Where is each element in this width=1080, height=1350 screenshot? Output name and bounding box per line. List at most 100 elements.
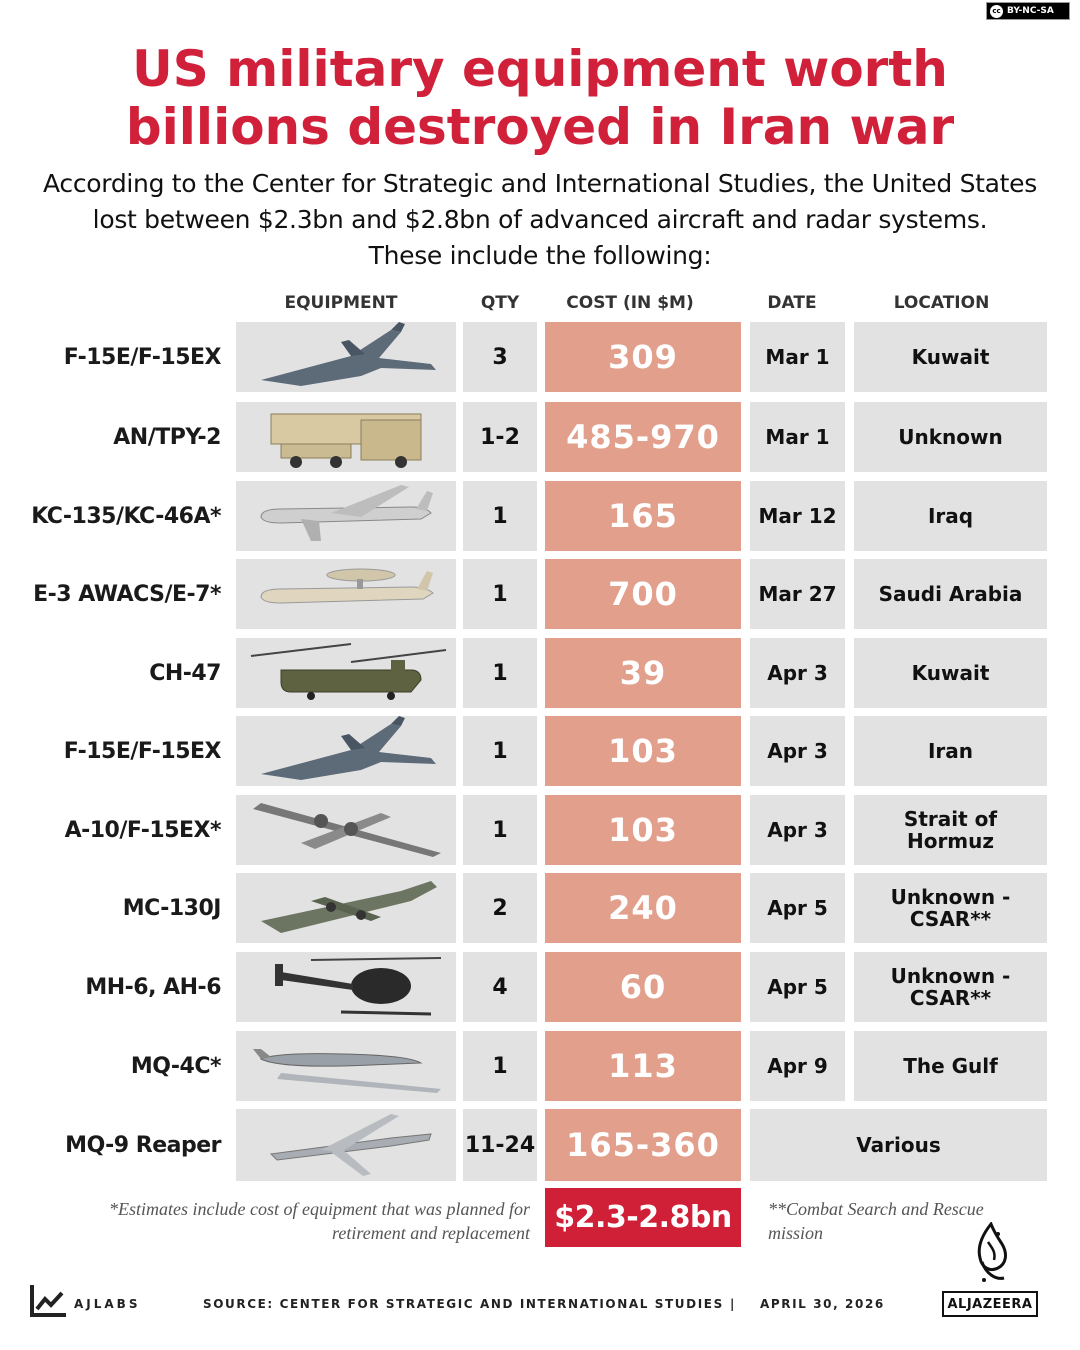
header-location: LOCATION <box>893 293 990 313</box>
footnote-estimates: *Estimates include cost of equipment tha… <box>109 1199 530 1243</box>
license-label: BY-NC-SA <box>1007 6 1054 16</box>
quantity-cell: 11-24 <box>463 1109 537 1181</box>
table-row: F-15E/F-15EX 3 309 Mar 1 Kuwait <box>0 322 1080 392</box>
title-line-2: billions destroyed in Iran war <box>125 98 955 156</box>
table-row: MQ-4C* 1 113 Apr 9 The Gulf <box>0 1031 1080 1101</box>
location-cell: Iran <box>854 716 1047 786</box>
date-cell: Mar 27 <box>750 559 845 629</box>
cost-cell: 103 <box>545 795 741 865</box>
footnote-csar: **Combat Search and Rescue mission <box>768 1199 984 1243</box>
equipment-image <box>236 559 456 629</box>
equipment-image <box>236 795 456 865</box>
tanker-aircraft-icon <box>241 481 451 551</box>
radar-trailer-icon <box>241 402 451 472</box>
equipment-image <box>236 952 456 1022</box>
table-row: F-15E/F-15EX 1 103 Apr 3 Iran <box>0 716 1080 786</box>
subtitle-line-2: lost between $2.3bn and $2.8bn of advanc… <box>92 205 988 234</box>
subtitle-line-3: These include the following: <box>368 241 712 270</box>
equipment-name: F-15E/F-15EX <box>63 344 222 370</box>
awacs-aircraft-icon <box>241 559 451 629</box>
equipment-name: CH-47 <box>149 660 221 686</box>
quantity-cell: 1 <box>463 1031 537 1101</box>
title-line-1: US military equipment worth <box>132 40 948 98</box>
aljazeera-wordmark: ALJAZEERA <box>942 1291 1038 1317</box>
surveillance-drone-icon <box>241 1031 451 1101</box>
table-row: AN/TPY-2 1-2 485-970 Mar 1 Unknown <box>0 402 1080 472</box>
header-equipment: EQUIPMENT <box>284 293 398 313</box>
equipment-image <box>236 481 456 551</box>
date-cell: Apr 3 <box>750 638 845 708</box>
quantity-cell: 1 <box>463 481 537 551</box>
table-row: E-3 AWACS/E-7* 1 700 Mar 27 Saudi Arabia <box>0 559 1080 629</box>
header-qty: QTY <box>480 293 520 313</box>
date-cell: Apr 5 <box>750 952 845 1022</box>
cost-cell: 39 <box>545 638 741 708</box>
location-cell: Saudi Arabia <box>854 559 1047 629</box>
publication-date: APRIL 30, 2026 <box>760 1297 885 1311</box>
quantity-cell: 1 <box>463 559 537 629</box>
page-title: US military equipment worth billions des… <box>0 40 1080 156</box>
date-cell: Mar 1 <box>750 402 845 472</box>
equipment-name: MH-6, AH-6 <box>85 974 221 1000</box>
table-row: MQ-9 Reaper 11-24 165-360 Various <box>0 1109 1080 1181</box>
creative-commons-icon: cc <box>990 4 1003 18</box>
source-credit: SOURCE: CENTER FOR STRATEGIC AND INTERNA… <box>203 1297 724 1311</box>
cost-cell: 165 <box>545 481 741 551</box>
table-row: MH-6, AH-6 4 60 Apr 5 Unknown - CSAR** <box>0 952 1080 1022</box>
cost-cell: 60 <box>545 952 741 1022</box>
quantity-cell: 1-2 <box>463 402 537 472</box>
location-cell: Unknown - CSAR** <box>854 952 1047 1022</box>
attack-jet-icon <box>241 795 451 865</box>
quantity-cell: 1 <box>463 716 537 786</box>
fighter-jet-icon <box>241 322 451 392</box>
table-row: KC-135/KC-46A* 1 165 Mar 12 Iraq <box>0 481 1080 551</box>
equipment-image <box>236 873 456 943</box>
cost-cell: 103 <box>545 716 741 786</box>
date-cell: Mar 12 <box>750 481 845 551</box>
equipment-name: MC-130J <box>122 895 222 921</box>
header-cost: COST (IN $M) <box>566 293 694 313</box>
date-cell: Apr 5 <box>750 873 845 943</box>
cost-cell: 700 <box>545 559 741 629</box>
location-cell: Unknown - CSAR** <box>854 873 1047 943</box>
equipment-name: KC-135/KC-46A* <box>31 503 221 529</box>
ajlabs-brand: AJLABS <box>74 1297 141 1311</box>
equipment-image <box>236 638 456 708</box>
equipment-name: A-10/F-15EX* <box>64 817 222 843</box>
light-helicopter-icon <box>241 952 451 1022</box>
equipment-image <box>236 716 456 786</box>
fighter-jet-icon <box>241 716 451 786</box>
equipment-image <box>236 322 456 392</box>
cost-cell: 113 <box>545 1031 741 1101</box>
table-row: CH-47 1 39 Apr 3 Kuwait <box>0 638 1080 708</box>
date-cell: Apr 3 <box>750 795 845 865</box>
date-cell: Apr 9 <box>750 1031 845 1101</box>
quantity-cell: 4 <box>463 952 537 1022</box>
location-cell: Kuwait <box>854 322 1047 392</box>
total-cost: $2.3-2.8bn <box>545 1188 741 1247</box>
subtitle-line-1: According to the Center for Strategic an… <box>43 169 1037 198</box>
date-cell: Mar 1 <box>750 322 845 392</box>
quantity-cell: 1 <box>463 795 537 865</box>
date-cell: Apr 3 <box>750 716 845 786</box>
equipment-name: F-15E/F-15EX <box>63 738 222 764</box>
header-date: DATE <box>767 293 817 313</box>
subtitle: According to the Center for Strategic an… <box>20 166 1060 274</box>
location-cell: Iraq <box>854 481 1047 551</box>
reaper-drone-icon <box>241 1109 451 1181</box>
cost-cell: 309 <box>545 322 741 392</box>
location-cell: Various <box>750 1109 1047 1181</box>
equipment-name: AN/TPY-2 <box>113 424 221 450</box>
quantity-cell: 1 <box>463 638 537 708</box>
cost-cell: 485-970 <box>545 402 741 472</box>
location-cell: Kuwait <box>854 638 1047 708</box>
quantity-cell: 2 <box>463 873 537 943</box>
equipment-image <box>236 402 456 472</box>
location-cell: Unknown <box>854 402 1047 472</box>
table-row: A-10/F-15EX* 1 103 Apr 3 Strait of Hormuz <box>0 795 1080 865</box>
equipment-name: E-3 AWACS/E-7* <box>33 581 221 607</box>
ajlabs-logo-icon <box>30 1285 66 1317</box>
aljazeera-calligraphy-icon <box>977 1222 1007 1282</box>
transport-aircraft-icon <box>241 873 451 943</box>
cost-cell: 240 <box>545 873 741 943</box>
